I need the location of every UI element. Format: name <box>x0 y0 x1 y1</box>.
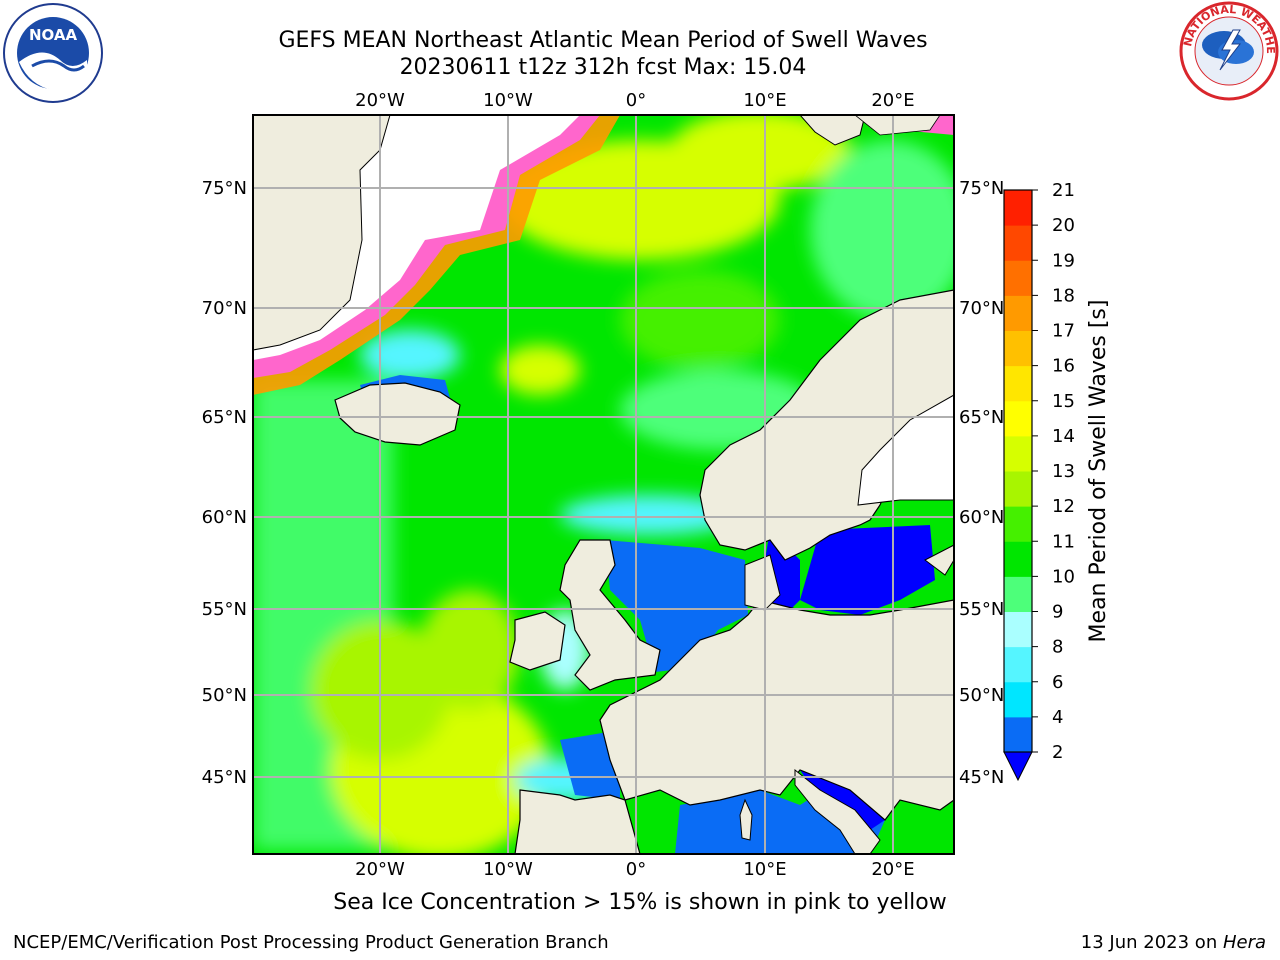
footer-right: 13 Jun 2023 on Hera <box>1081 932 1266 953</box>
map-figure: 20°W 10°W 0° 10°E 20°E 20°W 10°W 0° 10°E… <box>202 90 1111 880</box>
swell-period-field <box>253 115 954 854</box>
colorbar-tick-label: 17 <box>1052 321 1075 342</box>
lon-tick-label: 0° <box>626 859 646 880</box>
lon-tick-label: 10°W <box>483 859 533 880</box>
colorbar-segment <box>1004 681 1032 718</box>
colorbar-segment <box>1004 506 1032 542</box>
lat-tick-label: 60°N <box>202 507 247 528</box>
lat-tick-label: 60°N <box>959 507 1004 528</box>
footer-left: NCEP/EMC/Verification Post Processing Pr… <box>13 932 609 953</box>
colorbar-tick-label: 2 <box>1052 742 1063 763</box>
colorbar-tick-label: 18 <box>1052 285 1075 306</box>
lat-tick-label: 45°N <box>959 767 1004 788</box>
colorbar-tick-label: 12 <box>1052 496 1075 517</box>
colorbar-segment <box>1004 471 1032 507</box>
lat-tick-label: 70°N <box>959 298 1004 319</box>
chart-subtitle: 20230611 t12z 312h fcst Max: 15.04 <box>399 55 807 80</box>
colorbar-segment <box>1004 330 1032 367</box>
colorbar-tick-label: 15 <box>1052 391 1075 412</box>
lon-tick-label: 10°W <box>483 90 533 111</box>
map-frame <box>252 114 955 855</box>
lon-tick-label: 10°E <box>743 90 786 111</box>
lon-tick-label: 0° <box>626 90 646 111</box>
lon-tick-label: 20°W <box>355 859 405 880</box>
colorbar-segment <box>1004 225 1032 261</box>
colorbar-tick-label: 10 <box>1052 566 1075 587</box>
colorbar-tick-label: 16 <box>1052 356 1075 377</box>
noaa-logo-text: NOAA <box>29 26 78 44</box>
footer-date: 13 Jun 2023 on <box>1080 932 1223 953</box>
colorbar-tick-label: 8 <box>1052 637 1063 658</box>
noaa-logo-icon: NOAA <box>3 3 103 103</box>
colorbar-segment <box>1004 365 1032 402</box>
colorbar-tick-label: 19 <box>1052 250 1075 271</box>
lat-tick-label: 55°N <box>202 599 247 620</box>
lon-tick-label: 20°E <box>871 90 914 111</box>
colorbar-tick-label: 11 <box>1052 531 1075 552</box>
colorbar-tick-label: 9 <box>1052 602 1063 623</box>
colorbar-segment <box>1004 541 1032 577</box>
footer-machine: Hera <box>1222 932 1266 953</box>
colorbar-segment <box>1004 260 1032 296</box>
colorbar-segment <box>1004 646 1032 683</box>
colorbar-tick-label: 13 <box>1052 461 1075 482</box>
colorbar-segment <box>1004 190 1032 226</box>
colorbar-tick-label: 21 <box>1052 180 1075 201</box>
colorbar-tick-label: 20 <box>1052 215 1075 236</box>
colorbar-segment <box>1004 400 1032 437</box>
colorbar-label: Mean Period of Swell Waves [s] <box>1086 300 1111 643</box>
lat-tick-label: 50°N <box>202 685 247 706</box>
colorbar-segment <box>1004 435 1032 472</box>
colorbar-tick-label: 4 <box>1052 707 1063 728</box>
lat-tick-label: 75°N <box>959 178 1004 199</box>
lat-tick-label: 65°N <box>959 407 1004 428</box>
lon-tick-label: 20°W <box>355 90 405 111</box>
lat-tick-label: 45°N <box>202 767 247 788</box>
colorbar-tick-label: 6 <box>1052 672 1063 693</box>
colorbar: 2 4 6 8 9 10 11 12 13 14 15 16 17 18 19 20 21 <box>1003 180 1075 782</box>
lon-tick-label: 20°E <box>871 859 914 880</box>
lat-tick-label: 70°N <box>202 298 247 319</box>
lon-tick-label: 10°E <box>743 859 786 880</box>
lat-tick-label: 65°N <box>202 407 247 428</box>
map-gridlines <box>253 115 954 854</box>
colorbar-segment <box>1004 295 1032 331</box>
lat-tick-label: 55°N <box>959 599 1004 620</box>
colorbar-tick-label: 14 <box>1052 426 1075 447</box>
sea-ice-caption: Sea Ice Concentration > 15% is shown in … <box>333 890 947 915</box>
colorbar-under-extension <box>1003 751 1033 782</box>
chart-title: GEFS MEAN Northeast Atlantic Mean Period… <box>278 28 928 53</box>
lat-tick-label: 50°N <box>959 685 1004 706</box>
colorbar-segment <box>1004 611 1032 648</box>
lat-tick-label: 75°N <box>202 178 247 199</box>
colorbar-segment <box>1004 576 1032 612</box>
colorbar-segment <box>1004 716 1032 753</box>
nws-logo-icon: NATIONAL WEATHER SERVICE <box>1178 0 1279 101</box>
